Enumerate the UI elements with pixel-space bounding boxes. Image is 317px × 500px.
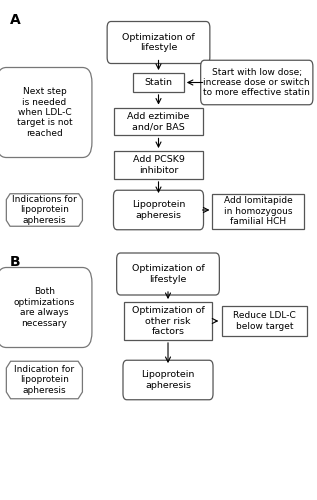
Bar — [114, 151, 203, 178]
Text: Optimization of
lifestyle: Optimization of lifestyle — [122, 33, 195, 52]
FancyBboxPatch shape — [0, 268, 92, 347]
Text: Optimization of
lifestyle: Optimization of lifestyle — [132, 264, 204, 283]
Text: B: B — [10, 255, 20, 269]
Polygon shape — [6, 361, 82, 399]
Text: Lipoprotein
apheresis: Lipoprotein apheresis — [141, 370, 195, 390]
FancyBboxPatch shape — [201, 60, 313, 105]
Text: Both
optimizations
are always
necessary: Both optimizations are always necessary — [14, 288, 75, 328]
Text: A: A — [10, 12, 20, 26]
Text: Statin: Statin — [145, 78, 172, 87]
Bar — [133, 73, 184, 92]
Text: Add lomitapide
in homozygous
familial HCH: Add lomitapide in homozygous familial HC… — [224, 196, 293, 226]
Text: Reduce LDL-C
below target: Reduce LDL-C below target — [233, 312, 296, 330]
Text: Next step
is needed
when LDL-C
target is not
reached: Next step is needed when LDL-C target is… — [16, 87, 72, 138]
FancyBboxPatch shape — [107, 22, 210, 64]
Text: Indications for
lipoprotein
apheresis: Indications for lipoprotein apheresis — [12, 195, 77, 225]
FancyBboxPatch shape — [0, 68, 92, 158]
Text: Lipoprotein
apheresis: Lipoprotein apheresis — [132, 200, 185, 220]
Bar — [212, 194, 304, 228]
Text: Start with low dose;
increase dose or switch
to more effective statin: Start with low dose; increase dose or sw… — [203, 68, 310, 98]
FancyBboxPatch shape — [113, 190, 204, 230]
Bar — [124, 302, 212, 340]
Bar — [114, 108, 203, 135]
FancyBboxPatch shape — [123, 360, 213, 400]
Text: Add eztimibe
and/or BAS: Add eztimibe and/or BAS — [127, 112, 190, 131]
Bar — [222, 306, 307, 336]
Text: Indication for
lipoprotein
apheresis: Indication for lipoprotein apheresis — [14, 365, 74, 395]
Text: Optimization of
other risk
factors: Optimization of other risk factors — [132, 306, 204, 336]
Polygon shape — [6, 194, 82, 226]
FancyBboxPatch shape — [117, 253, 219, 295]
Text: Add PCSK9
inhibitor: Add PCSK9 inhibitor — [133, 156, 184, 174]
